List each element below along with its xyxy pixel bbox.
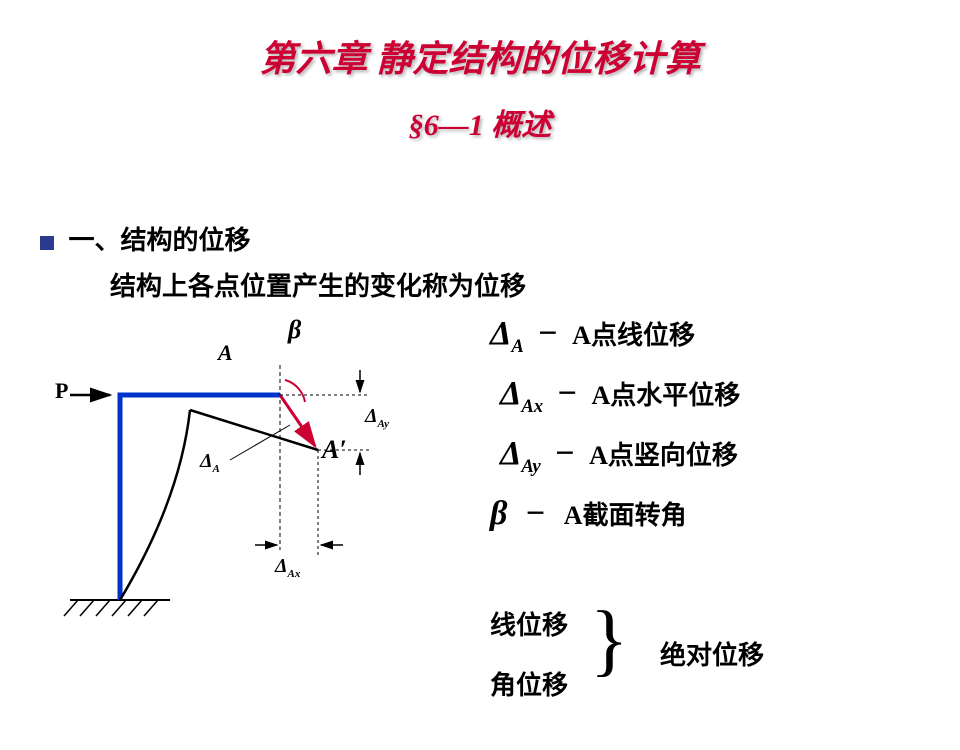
structural-diagram: P A A′ β ΔA ΔAy ΔAx <box>50 330 430 630</box>
bottom-line2: 角位移 <box>490 665 568 702</box>
delta-symbol: Δ <box>500 435 521 472</box>
label-dA: ΔA <box>200 450 220 475</box>
label-Aprime: A′ <box>322 435 347 465</box>
dash: − <box>555 435 574 472</box>
dash: − <box>538 315 557 352</box>
section-heading: 一、结构的位移 <box>69 226 251 255</box>
formula-row-0: ΔA − A点线位移 <box>490 315 695 358</box>
chapter-title: 第六章 静定结构的位移计算 <box>0 30 960 82</box>
section-row: 一、结构的位移 <box>40 220 251 257</box>
formula-desc: A点竖向位移 <box>589 441 738 470</box>
label-A: A <box>218 340 233 366</box>
formula-desc: A点水平位移 <box>592 381 741 410</box>
formula-desc: A截面转角 <box>564 501 687 530</box>
section-body: 结构上各点位置产生的变化称为位移 <box>110 266 526 303</box>
dash: − <box>526 495 545 532</box>
beta-symbol: β <box>490 495 507 532</box>
bullet-icon <box>40 236 54 250</box>
delta-symbol: Δ <box>490 315 511 352</box>
formula-row-2: ΔAy − A点竖向位移 <box>500 435 738 478</box>
section-title: §6—1 概述 <box>0 100 960 144</box>
formula-row-3: β − A截面转角 <box>490 495 687 533</box>
delta-sub: Ax <box>521 396 543 417</box>
formula-row-1: ΔAx − A点水平位移 <box>500 375 740 418</box>
label-dAx: ΔAx <box>275 555 300 580</box>
bottom-right: 绝对位移 <box>660 635 764 672</box>
brace-icon: } <box>590 600 628 680</box>
formula-desc: A点线位移 <box>572 321 695 350</box>
dash: − <box>558 375 577 412</box>
delta-sub: A <box>511 336 523 357</box>
label-beta: β <box>288 315 301 345</box>
label-dAy: ΔAy <box>365 405 389 430</box>
delta-symbol: Δ <box>500 375 521 412</box>
bottom-line1: 线位移 <box>490 605 568 642</box>
delta-sub: Ay <box>521 456 540 477</box>
label-P: P <box>55 378 68 404</box>
